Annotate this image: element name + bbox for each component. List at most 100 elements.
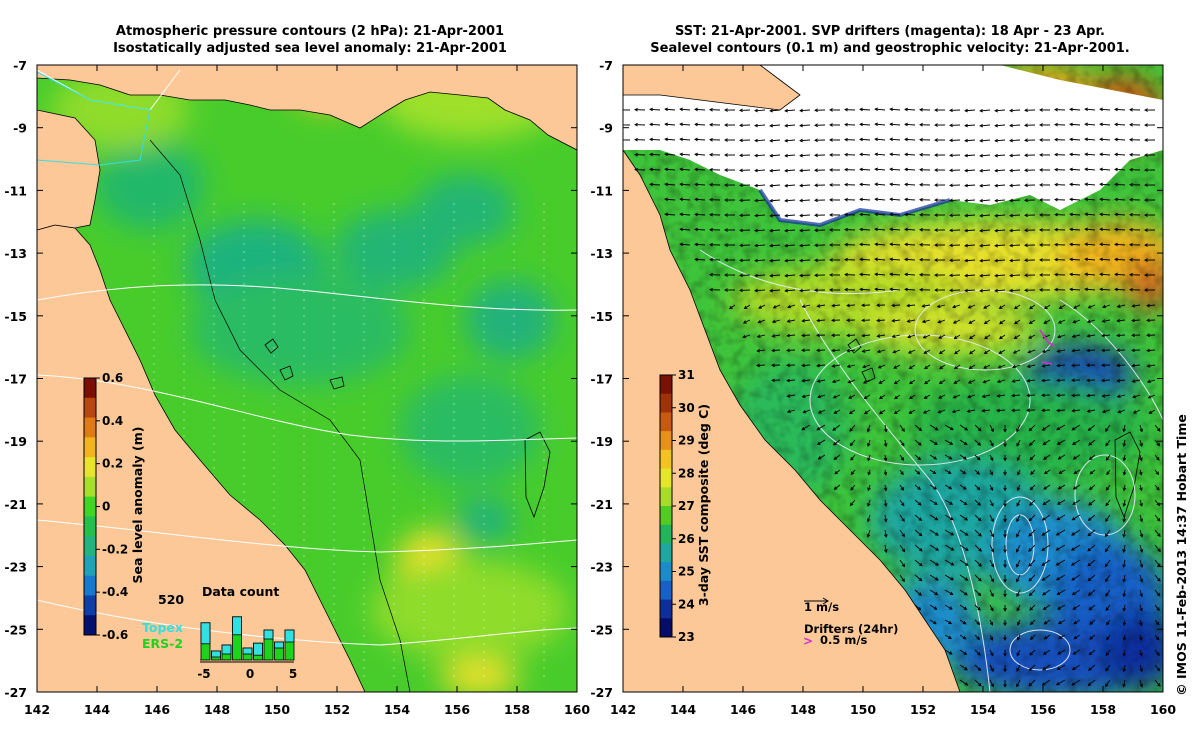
velocity-arrowhead — [1116, 363, 1120, 368]
velocity-arrowhead — [739, 198, 743, 203]
velocity-arrowhead — [1099, 167, 1104, 172]
velocity-arrowhead — [989, 457, 994, 462]
velocity-arrow — [923, 409, 931, 414]
velocity-arrowhead — [801, 304, 806, 309]
velocity-arrow — [1087, 409, 1096, 413]
velocity-arrow — [802, 364, 811, 366]
velocity-arrow — [937, 304, 946, 308]
velocity-arrow — [1058, 469, 1066, 474]
velocity-arrowhead — [979, 288, 984, 293]
velocity-arrowhead — [1026, 393, 1030, 398]
velocity-arrow — [890, 108, 901, 111]
velocity-arrow — [989, 454, 994, 461]
velocity-arrowhead — [948, 651, 953, 655]
velocity-arrowhead — [1016, 563, 1020, 568]
velocity-arrowhead — [949, 606, 953, 610]
velocity-arrowhead — [1139, 593, 1143, 598]
velocity-arrow — [1016, 589, 1021, 597]
velocity-arrow — [817, 394, 826, 398]
y-tick-label: -7 — [13, 58, 27, 73]
velocity-arrowhead — [874, 182, 879, 187]
velocity-arrowhead — [893, 380, 898, 385]
velocity-arrowhead — [1155, 636, 1160, 641]
velocity-arrowhead — [952, 395, 957, 399]
velocity-arrowhead — [1088, 501, 1093, 506]
velocity-arrowhead — [1056, 591, 1061, 595]
velocity-arrow — [929, 544, 939, 551]
velocity-arrow — [989, 604, 994, 611]
velocity-arrowhead — [1042, 666, 1046, 671]
velocity-arrow — [1010, 199, 1021, 202]
velocity-arrowhead — [1072, 651, 1077, 655]
velocity-arrow — [800, 124, 811, 127]
velocity-arrowhead — [874, 197, 879, 202]
velocity-arrowhead — [694, 242, 698, 247]
velocity-arrowhead — [1144, 198, 1148, 202]
velocity-arrowhead — [1131, 363, 1136, 368]
velocity-arrow — [1117, 304, 1126, 308]
velocity-arrowhead — [979, 108, 984, 113]
velocity-arrowhead — [1156, 428, 1161, 432]
left-cyan-track — [37, 71, 151, 166]
velocity-arrowhead — [1114, 257, 1118, 262]
velocity-arrowhead — [997, 365, 1002, 369]
velocity-arrow — [974, 679, 982, 687]
velocity-arrow — [1105, 514, 1111, 522]
velocity-arrow — [1070, 138, 1081, 141]
velocity-arrowhead — [919, 242, 923, 247]
velocity-arrowhead — [894, 395, 898, 400]
velocity-arrowhead — [977, 427, 982, 432]
velocity-arrowhead — [724, 138, 728, 142]
velocity-arrowhead — [754, 243, 758, 248]
velocity-arrow — [1089, 634, 1096, 640]
velocity-arrow — [1016, 679, 1021, 687]
velocity-arrow — [1088, 514, 1096, 521]
colorbar-swatch — [660, 468, 672, 488]
velocity-arrow — [1087, 334, 1096, 337]
velocity-arrow — [1072, 499, 1081, 505]
velocity-arrow — [1105, 529, 1111, 537]
inset-xtick-neg5: -5 — [197, 667, 210, 681]
velocity-arrowhead — [664, 212, 669, 217]
velocity-arrow — [980, 169, 991, 172]
velocity-arrowhead — [1056, 681, 1060, 686]
velocity-arrow — [965, 214, 976, 217]
velocity-arrow — [1087, 544, 1096, 552]
velocity-arrowhead — [904, 257, 908, 262]
velocity-arrowhead — [1054, 242, 1058, 247]
velocity-arrow — [1085, 228, 1096, 231]
velocity-arrowhead — [784, 168, 789, 173]
velocity-arrowhead — [964, 682, 969, 686]
velocity-arrow — [905, 288, 916, 291]
velocity-arrowhead — [889, 107, 894, 112]
velocity-arrowhead — [694, 182, 698, 187]
velocity-arrow — [959, 469, 966, 475]
velocity-arrowhead — [1086, 319, 1091, 324]
velocity-arrowhead — [949, 108, 953, 113]
velocity-arrow — [1029, 319, 1036, 324]
velocity-arrow — [1105, 439, 1111, 446]
y-tick-label: -23 — [590, 560, 613, 575]
y-tick-label: -15 — [590, 309, 613, 324]
topex-count-bar — [274, 641, 284, 649]
velocity-arrowhead — [879, 410, 883, 415]
velocity-arrowhead — [907, 350, 912, 354]
velocity-arrowhead — [786, 378, 791, 383]
velocity-arrow — [680, 138, 691, 141]
velocity-arrow — [1154, 559, 1161, 567]
velocity-arrow — [650, 153, 661, 156]
velocity-arrow — [899, 559, 905, 567]
velocity-arrowhead — [1009, 273, 1013, 278]
velocity-arrow — [995, 199, 1006, 202]
velocity-arrow — [1027, 379, 1036, 382]
velocity-arrowhead — [867, 457, 871, 462]
velocity-arrow — [1016, 499, 1021, 507]
velocity-arrow — [1072, 364, 1081, 366]
velocity-arrow — [802, 319, 811, 322]
velocity-arrow — [1070, 258, 1081, 261]
velocity-arrow — [1041, 544, 1051, 551]
velocity-arrow — [1058, 454, 1066, 460]
velocity-arrowhead — [1122, 578, 1126, 583]
velocity-arrowhead — [1003, 503, 1007, 508]
velocity-arrowhead — [934, 258, 938, 262]
